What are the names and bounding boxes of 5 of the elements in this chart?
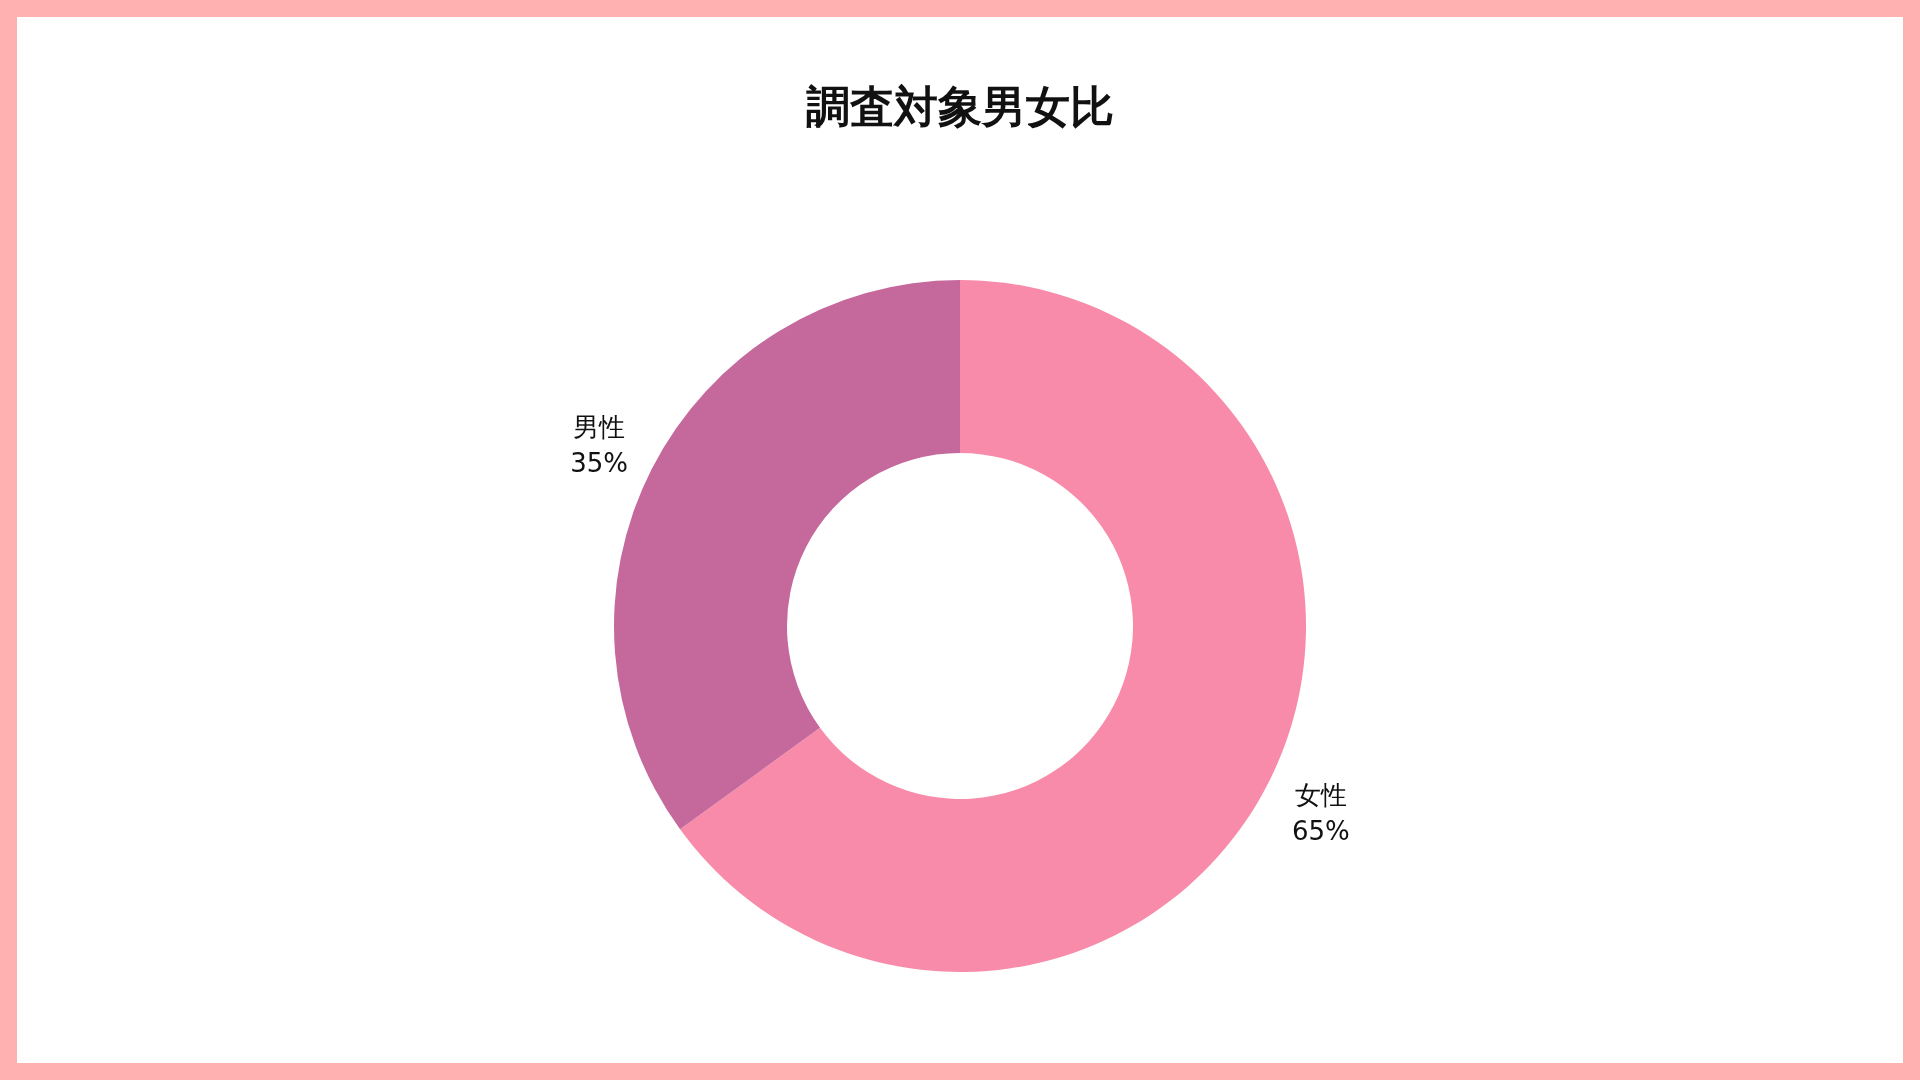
data-label: 65% [1291,815,1350,846]
slice-label: 女性 [1294,779,1347,810]
slice-label: 男性 [573,412,626,443]
data-label: 35% [570,448,629,479]
chart-title: 調査対象男女比 [806,81,1114,132]
